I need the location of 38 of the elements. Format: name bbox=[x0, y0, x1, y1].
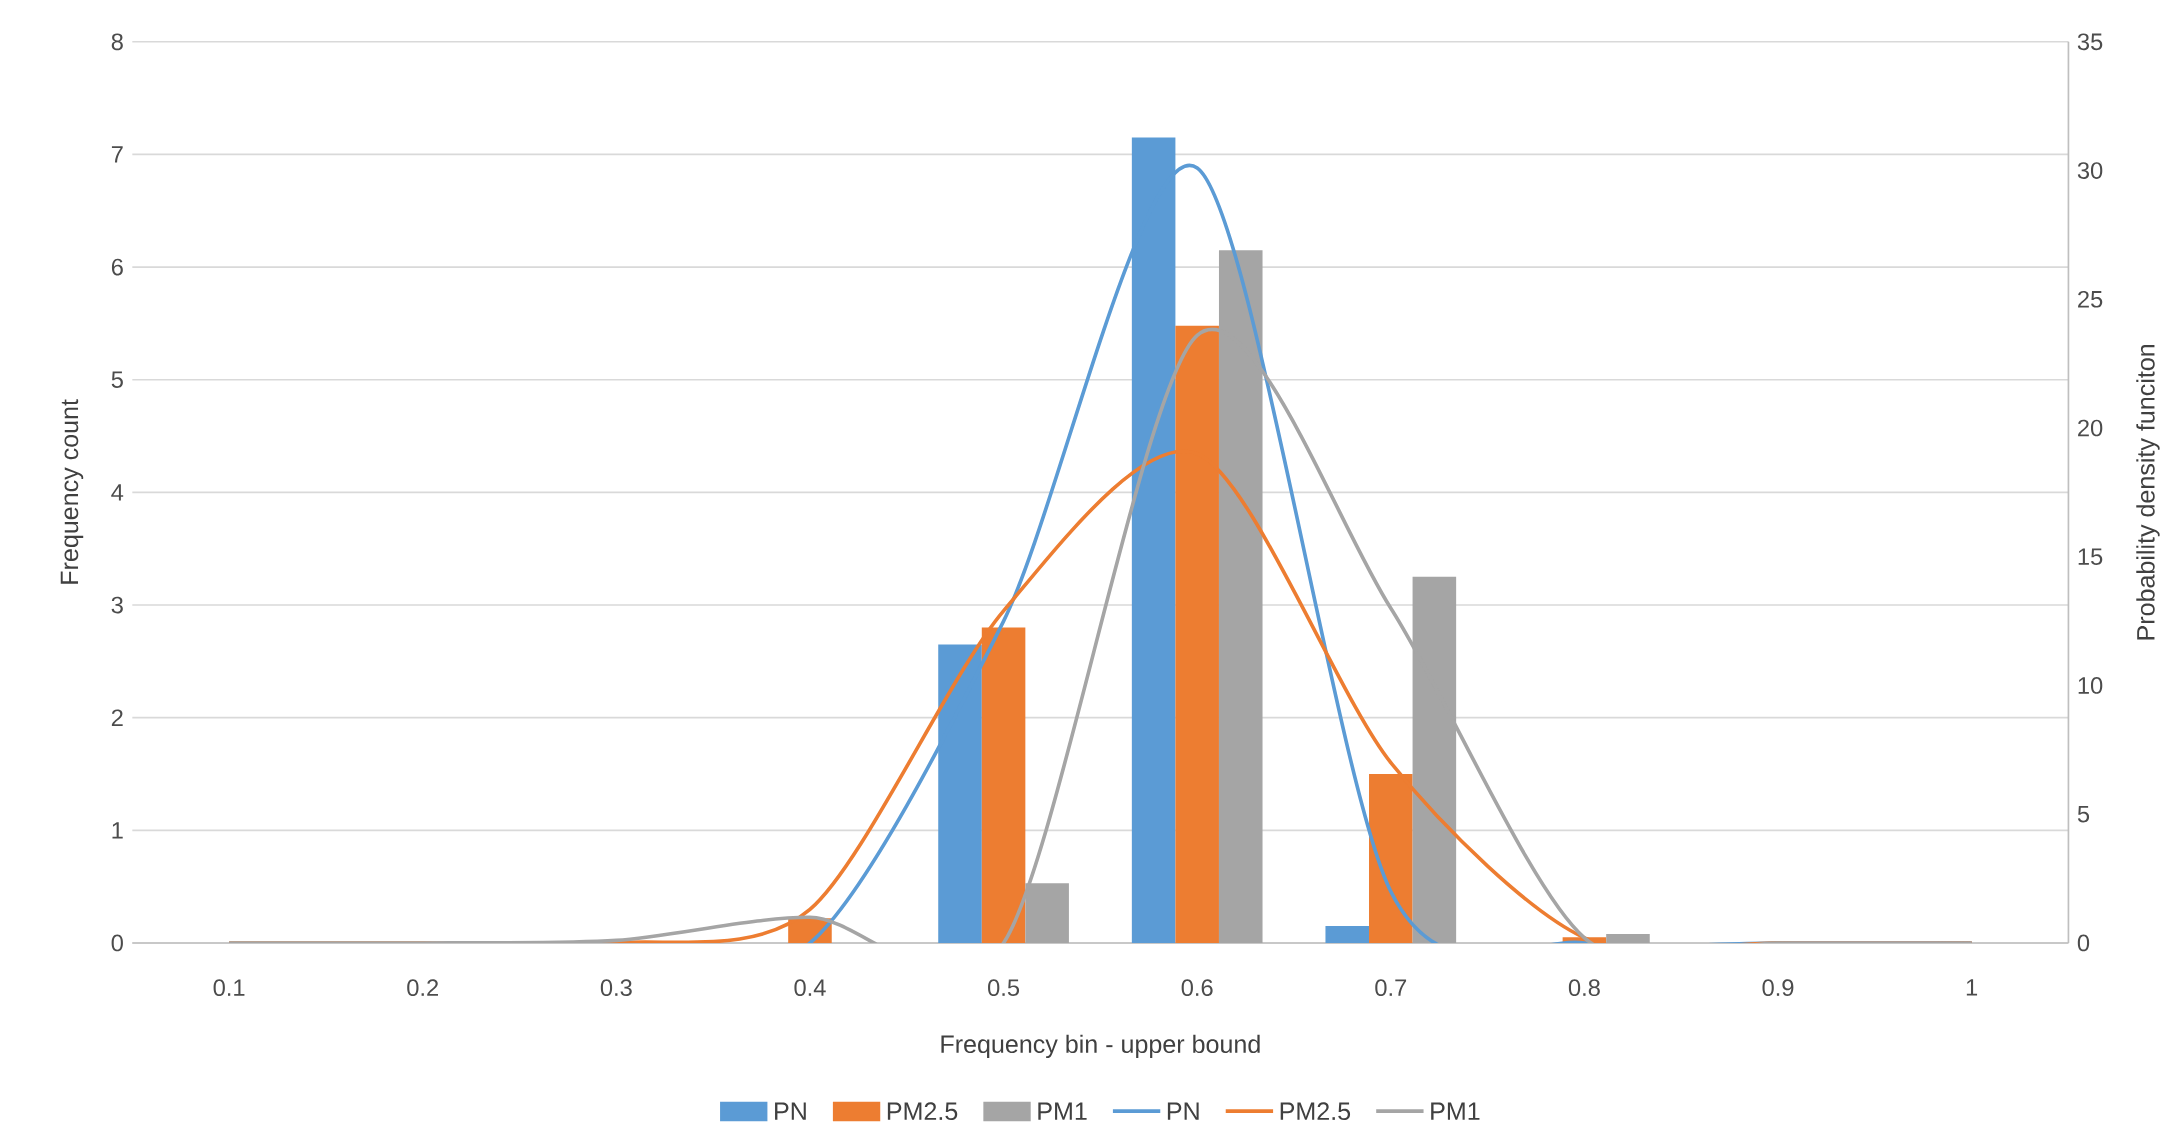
y2-tick-label: 0 bbox=[2077, 934, 2090, 952]
x-tick-label: 0.4 bbox=[794, 979, 826, 996]
y-tick-label: 6 bbox=[111, 258, 123, 276]
y-tick-label: 2 bbox=[111, 709, 123, 726]
y-axis-title: Frequency count bbox=[60, 399, 84, 584]
bar bbox=[1325, 925, 1370, 943]
x-tick-label: 0.6 bbox=[1181, 979, 1213, 996]
bar bbox=[1606, 933, 1650, 943]
x-tick-label: 0.3 bbox=[600, 979, 632, 996]
legend-label: PM2.5 bbox=[887, 1102, 958, 1120]
legend-label: PM2.5 bbox=[1280, 1102, 1351, 1120]
y2-axis-title: Probability density funciton bbox=[2136, 344, 2160, 640]
legend-label: PM1 bbox=[1038, 1102, 1087, 1120]
x-tick-label: 1 bbox=[1966, 979, 1978, 996]
y2-tick-label: 25 bbox=[2078, 290, 2103, 308]
x-tick-label: 0.5 bbox=[988, 979, 1020, 996]
y-tick-label: 3 bbox=[111, 596, 123, 614]
y2-tick-label: 10 bbox=[2078, 676, 2103, 694]
y-tick-label: 1 bbox=[112, 821, 123, 839]
y2-tick-label: 5 bbox=[2077, 805, 2090, 823]
y-tick-label: 4 bbox=[111, 484, 124, 501]
y2-tick-label: 20 bbox=[2078, 419, 2103, 437]
x-tick-label: 0.8 bbox=[1568, 979, 1600, 996]
y2-tick-label: 15 bbox=[2078, 548, 2103, 565]
x-tick-label: 0.9 bbox=[1762, 979, 1794, 996]
legend-label: PN bbox=[775, 1102, 806, 1120]
legend-label: PM1 bbox=[1431, 1102, 1480, 1120]
y2-tick-label: 30 bbox=[2077, 161, 2103, 179]
x-axis-title: Frequency bin - upper bound bbox=[941, 1034, 1260, 1058]
x-tick-label: 0.7 bbox=[1375, 979, 1407, 996]
x-tick-label: 0.1 bbox=[213, 979, 245, 996]
y-tick-label: 0 bbox=[111, 934, 123, 952]
legend-label: PN bbox=[1167, 1102, 1199, 1120]
y2-tick-label: 35 bbox=[2077, 33, 2103, 50]
y-tick-label: 5 bbox=[111, 371, 123, 388]
y-tick-label: 7 bbox=[111, 146, 123, 163]
x-tick-label: 0.2 bbox=[407, 979, 438, 996]
y-tick-label: 8 bbox=[111, 33, 123, 50]
